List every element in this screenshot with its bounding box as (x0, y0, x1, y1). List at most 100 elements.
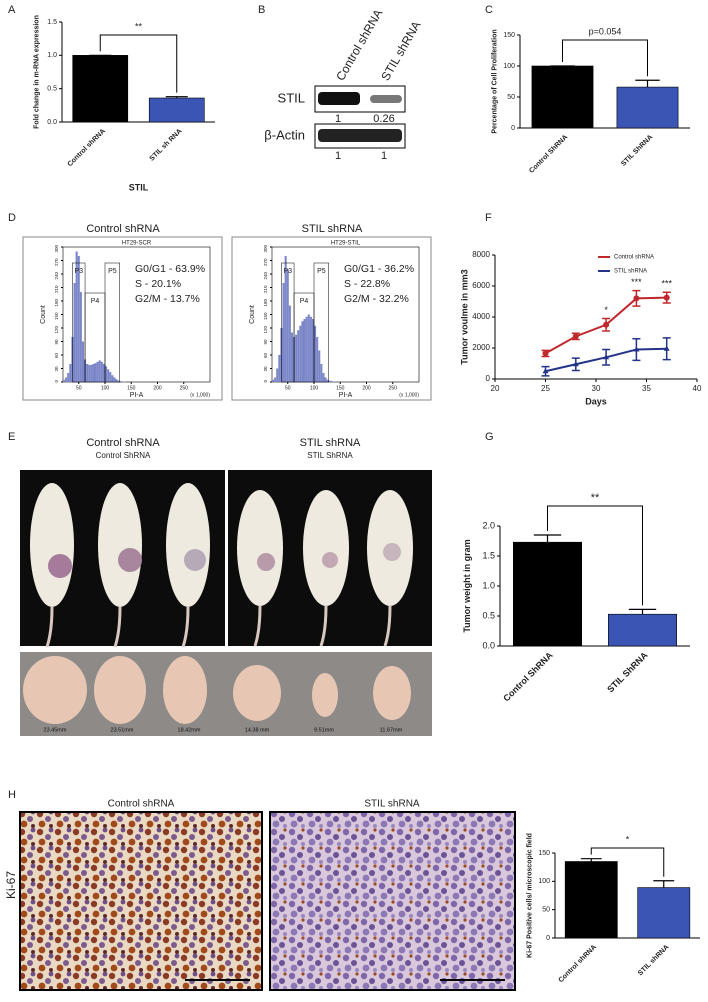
x-axis-unit: (x 1,000) (190, 392, 210, 398)
significance-bracket (547, 505, 643, 606)
x-tick-label: 35 (642, 384, 651, 393)
blot-quantification: 1 (335, 150, 341, 162)
error-bar (653, 880, 675, 888)
x-axis-label: PI-A (130, 392, 144, 399)
error-bar (580, 858, 602, 862)
cell-cycle-stat: S - 22.8% (344, 278, 390, 290)
y-tick-label: 0.5 (482, 610, 495, 620)
histogram-bar (282, 283, 285, 382)
legend-label: Control shRNA (614, 255, 654, 261)
panel-label: H (8, 789, 16, 801)
y-tick-label: 300 (54, 245, 59, 253)
histogram-bar (67, 373, 70, 382)
x-axis-label: STIL (129, 182, 149, 192)
x-axis-unit: (x 1,000) (399, 392, 419, 398)
y-tick-label: 120 (54, 326, 59, 334)
error-bar (635, 79, 660, 88)
error-bar (533, 534, 562, 543)
gate-label: P3 (74, 268, 83, 275)
tumor-size: 14.38 mm (245, 727, 270, 733)
marker (663, 294, 670, 301)
x-tick-label: Control shRNA (558, 944, 598, 984)
histogram-bar (311, 319, 314, 382)
x-tick-label: 250 (180, 385, 189, 391)
y-axis-label: Tumor weight in gram (462, 539, 472, 632)
histogram-bar (90, 364, 93, 382)
significance-label: *** (661, 279, 672, 289)
histogram-bar (100, 361, 103, 382)
x-tick-label: STIL sh RNA (149, 128, 184, 163)
histogram-bar (73, 283, 76, 382)
y-tick-label: 0 (54, 380, 59, 383)
gate-label: P5 (317, 268, 326, 275)
histogram-bar (117, 380, 120, 382)
cell-cycle-stat: S - 20.1% (135, 278, 181, 290)
y-tick-label: 150 (263, 312, 268, 320)
y-axis-label: Count (249, 305, 256, 324)
tumor-illustrations (23, 656, 411, 724)
histogram-bar (272, 379, 275, 382)
histogram-bar (314, 325, 317, 382)
histogram-bar (322, 373, 325, 382)
blot-column-label: STIL shRNA (378, 19, 423, 83)
histogram-bar (65, 377, 68, 382)
marker (542, 368, 549, 374)
histogram-bar (295, 334, 298, 382)
group-subtitle: Control ShRNA (96, 451, 151, 460)
x-tick-label: Control shRNA (67, 128, 107, 168)
histogram-bar (86, 364, 89, 382)
y-tick-label: 120 (263, 326, 268, 334)
tumor-size: 18.42mm (178, 727, 201, 733)
legend-label: STIL shRNA (614, 269, 647, 275)
bar (564, 861, 618, 939)
y-tick-label: 0 (511, 125, 515, 132)
y-axis-label: Count (40, 305, 47, 324)
blot-quantification: 1 (335, 113, 341, 125)
histogram-bar (286, 269, 289, 382)
histology-title: Control shRNA (108, 799, 175, 810)
histogram-bar (88, 364, 91, 382)
histogram-bar (297, 330, 300, 382)
y-tick-label: 6000 (472, 281, 490, 290)
flow-sample: HT29-SCR (122, 241, 152, 247)
y-tick-label: 0 (263, 380, 268, 383)
tumor-size: 23.45mm (44, 727, 67, 733)
histogram-bar (109, 372, 112, 382)
histology-image (19, 811, 263, 991)
marker (663, 345, 670, 351)
histogram-bar (278, 355, 281, 382)
marker (633, 346, 640, 352)
y-tick-label: 210 (263, 285, 268, 293)
y-tick-label: 270 (263, 258, 268, 266)
histogram-bar (113, 377, 116, 382)
bar (148, 97, 205, 123)
histogram-bar (324, 377, 327, 382)
blot-band (318, 129, 402, 142)
histogram-bar (69, 364, 72, 382)
y-tick-label: 30 (54, 366, 59, 372)
blot-band (318, 92, 360, 105)
significance-label: ** (591, 492, 600, 504)
x-tick-label: Control ShRNA (528, 134, 569, 175)
marker (633, 295, 640, 302)
bar (531, 65, 594, 129)
y-tick-label: 0.5 (47, 86, 57, 93)
x-tick-label: 50 (76, 385, 82, 391)
y-tick-label: 8000 (472, 250, 490, 259)
histogram-bar (274, 377, 277, 382)
blot-column-label: Control shRNA (333, 7, 385, 83)
marker (603, 354, 610, 360)
flow-sample: HT29-STIL (331, 241, 361, 247)
x-tick-label: 20 (491, 384, 500, 393)
marker (572, 333, 579, 340)
histogram-bar (92, 364, 95, 382)
x-axis-label: PI-A (339, 392, 353, 399)
histogram-bar (63, 379, 66, 382)
marker (542, 350, 549, 357)
error-bar (165, 96, 188, 98)
x-tick-label: STIL shRNA (637, 944, 670, 977)
y-tick-label: 0.0 (482, 640, 495, 650)
x-tick-label: 150 (336, 385, 345, 391)
gate-label: P3 (283, 268, 292, 275)
y-tick-label: 90 (263, 339, 268, 345)
